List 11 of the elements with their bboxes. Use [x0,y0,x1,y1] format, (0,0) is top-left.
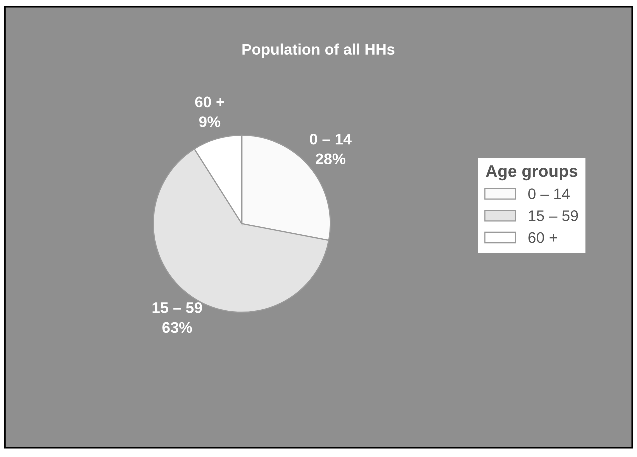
legend-label: 60 + [528,232,558,244]
slice-label: 15 – 59 [152,302,202,314]
legend-label: 0 – 14 [528,188,570,200]
legend-label: 15 – 59 [529,210,578,222]
data-label: 28% [316,154,346,165]
chart-title: Population of all HHs [242,44,395,58]
slice-label: 60 + [195,96,224,108]
data-label: 63% [162,322,192,334]
data-label: 9% [199,116,221,128]
slice-label: 0 – 14 [310,134,352,145]
legend-title: Age groups [486,166,578,181]
